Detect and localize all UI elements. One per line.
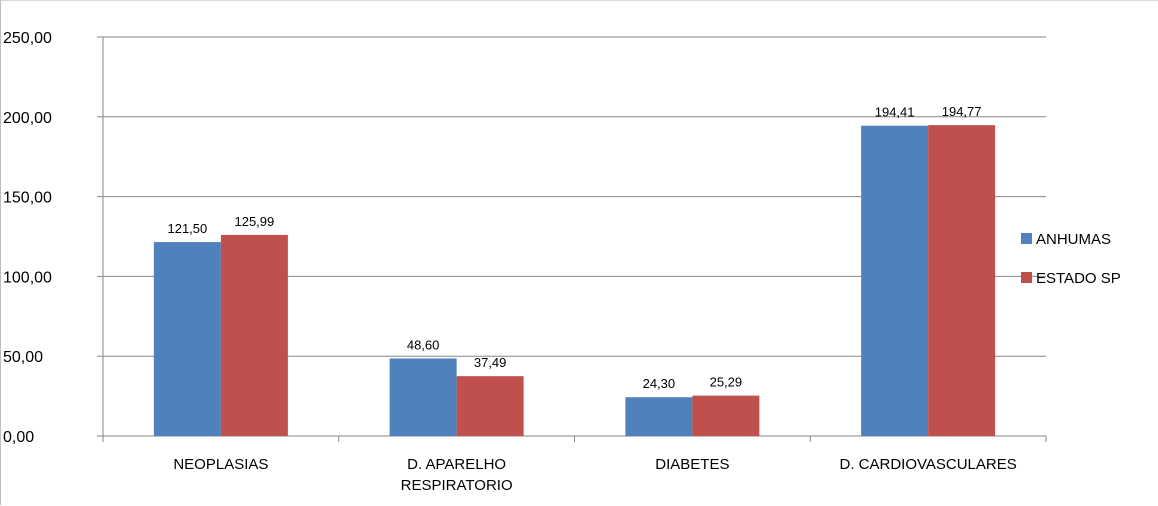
bar-estado-sp — [456, 376, 524, 436]
legend-swatch — [1021, 272, 1032, 283]
bar-estado-sp — [928, 125, 996, 436]
data-label: 194,41 — [875, 105, 915, 120]
legend-label: ANHUMAS — [1036, 231, 1111, 248]
data-label: 125,99 — [234, 214, 274, 229]
y-tick-label: 250,00 — [3, 30, 52, 47]
legend-label: ESTADO SP — [1036, 270, 1121, 287]
y-tick-label: 50,00 — [3, 349, 43, 366]
bar-estado-sp — [220, 234, 288, 436]
y-tick-label: 200,00 — [3, 110, 52, 127]
category-label: DIABETES — [655, 456, 729, 473]
legend-swatch — [1021, 233, 1032, 244]
y-tick-label: 150,00 — [3, 190, 52, 207]
data-label: 48,60 — [407, 337, 440, 352]
bar-anhumas — [389, 358, 457, 436]
data-label: 194,77 — [942, 104, 982, 119]
category-label: NEOPLASIAS — [173, 456, 268, 473]
bar-anhumas — [861, 125, 929, 436]
data-label: 25,29 — [710, 375, 743, 390]
bar-anhumas — [153, 242, 221, 436]
y-tick-label: 0,00 — [3, 429, 34, 446]
data-label: 24,30 — [643, 376, 676, 391]
bar-estado-sp — [692, 395, 760, 436]
bar-anhumas — [625, 397, 693, 436]
category-label: D. APARELHO — [407, 456, 506, 473]
category-label: RESPIRATORIO — [401, 477, 513, 494]
category-label: D. CARDIOVASCULARES — [839, 456, 1016, 473]
y-tick-label: 100,00 — [3, 269, 52, 286]
data-label: 37,49 — [474, 355, 507, 370]
data-label: 121,50 — [167, 221, 207, 236]
